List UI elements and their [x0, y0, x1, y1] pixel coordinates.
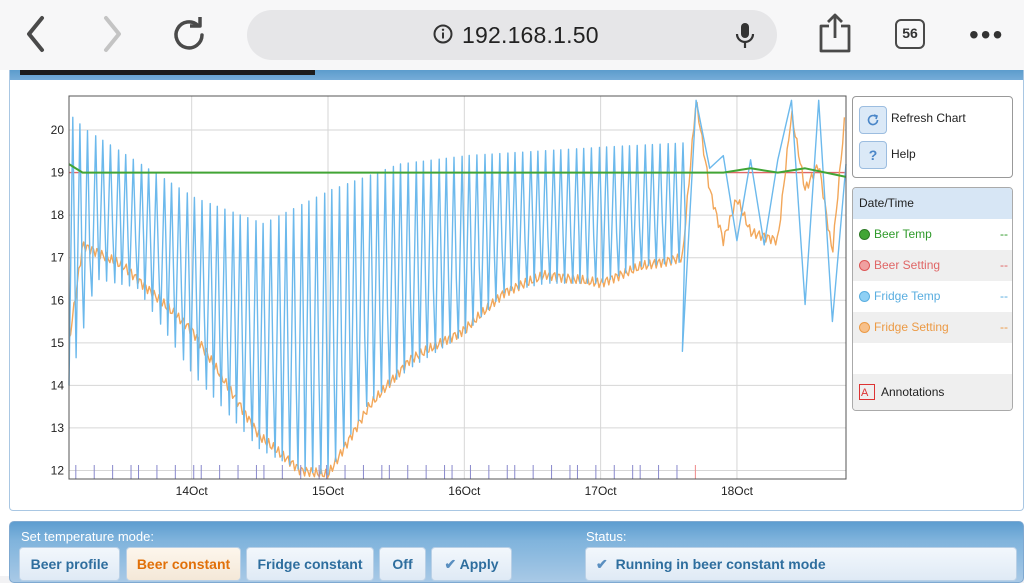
x-tick-label: 18Oct	[721, 484, 754, 498]
y-axis-ticks: 12 13 14 15 16 17 18 19 20	[51, 123, 65, 477]
legend-label: Beer Setting	[874, 258, 941, 272]
refresh-icon	[867, 114, 879, 126]
panel-header-bar	[20, 70, 315, 75]
refresh-chart-label[interactable]: Refresh Chart	[891, 111, 966, 125]
x-tick-label: 15Oct	[312, 484, 345, 498]
chart-buttons-box: Refresh Chart ? Help	[852, 96, 1013, 178]
legend-value: --	[1000, 227, 1008, 241]
legend-value: --	[1000, 320, 1008, 334]
x-tick-label: 16Oct	[448, 484, 481, 498]
plot-frame	[68, 95, 847, 480]
chart-series	[68, 99, 847, 479]
back-icon[interactable]	[24, 14, 48, 54]
legend-item-fridge-setting[interactable]: Fridge Setting --	[853, 312, 1012, 343]
mode-title: Set temperature mode:	[21, 529, 154, 544]
legend-swatch	[859, 260, 870, 271]
y-tick-label: 19	[51, 166, 65, 180]
address-bar[interactable]: 192.168.1.50	[247, 10, 777, 60]
chart-legend: Date/Time Beer Temp -- Beer Setting -- F…	[852, 187, 1013, 411]
legend-swatch	[859, 229, 870, 240]
legend-value: --	[1000, 258, 1008, 272]
check-icon: ✔	[444, 556, 457, 572]
status-message: ✔ Running in beer constant mode	[585, 547, 1017, 581]
legend-label: Beer Temp	[874, 227, 932, 241]
legend-item-fridge-temp[interactable]: Fridge Temp --	[853, 281, 1012, 312]
url-text: 192.168.1.50	[462, 22, 599, 48]
legend-datetime-header: Date/Time	[853, 188, 1012, 219]
legend-value: --	[1000, 289, 1008, 303]
more-icon[interactable]: •••	[969, 19, 1005, 50]
control-panel: Set temperature mode: Status: Beer profi…	[9, 521, 1024, 583]
reload-icon[interactable]	[170, 15, 210, 55]
apply-label: Apply	[459, 556, 499, 572]
check-icon: ✔	[596, 556, 608, 572]
legend-swatch	[859, 322, 870, 333]
status-title: Status:	[586, 529, 627, 544]
status-text: Running in beer constant mode	[615, 556, 826, 572]
y-tick-label: 13	[51, 421, 65, 435]
legend-item-beer-temp[interactable]: Beer Temp --	[853, 219, 1012, 250]
browser-toolbar: 192.168.1.50 56 •••	[0, 0, 1024, 71]
y-tick-label: 15	[51, 336, 65, 350]
legend-item-beer-setting[interactable]: Beer Setting --	[853, 250, 1012, 281]
help-icon: ?	[868, 147, 878, 163]
refresh-chart-button[interactable]	[859, 106, 887, 134]
y-tick-label: 12	[51, 463, 65, 477]
chart-annotation-marks	[75, 465, 696, 479]
y-tick-label: 14	[51, 378, 65, 392]
x-tick-label: 14Oct	[176, 484, 209, 498]
forward-icon[interactable]	[100, 14, 124, 54]
mode-off-button[interactable]: Off	[379, 547, 426, 581]
legend-label: Fridge Setting	[874, 320, 949, 334]
y-tick-label: 20	[51, 123, 65, 137]
series-beer-temp	[68, 163, 847, 178]
series-fridge-setting	[68, 101, 846, 479]
x-axis-ticks: 14Oct 15Oct 16Oct 17Oct 18Oct	[176, 484, 754, 498]
microphone-icon[interactable]	[735, 22, 755, 50]
legend-item-annotations[interactable]: A Annotations	[853, 374, 1012, 410]
legend-label: Fridge Temp	[874, 289, 941, 303]
info-icon[interactable]	[433, 24, 453, 44]
series-fridge-temp	[68, 99, 847, 476]
panel-header-strip	[10, 70, 1023, 80]
help-label[interactable]: Help	[891, 147, 916, 161]
y-tick-label: 18	[51, 208, 65, 222]
legend-swatch	[859, 291, 870, 302]
x-tick-label: 17Oct	[585, 484, 618, 498]
share-icon[interactable]	[818, 12, 852, 54]
chart-panel: 12 13 14 15 16 17 18 19 20 14Oct 15Oct 16Oct 17Oct 1…	[9, 70, 1024, 511]
y-tick-label: 17	[51, 251, 65, 265]
help-button[interactable]: ?	[859, 141, 887, 169]
y-tick-label: 16	[51, 293, 65, 307]
annotation-icon: A	[859, 384, 875, 400]
tab-count-button[interactable]: 56	[895, 19, 925, 49]
page: 12 13 14 15 16 17 18 19 20 14Oct 15Oct 16Oct 17Oct 1…	[0, 70, 1024, 583]
mode-beer-constant-button[interactable]: Beer constant	[126, 547, 241, 581]
annotations-label: Annotations	[881, 385, 945, 399]
